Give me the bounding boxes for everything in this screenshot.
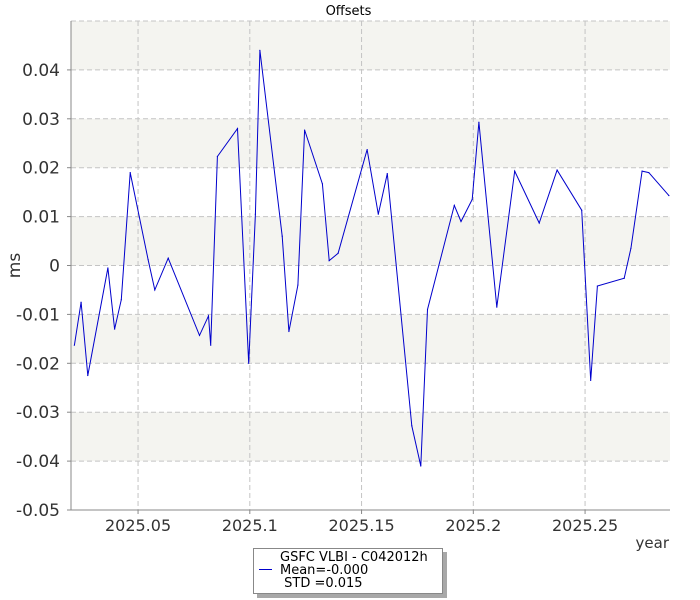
y-band bbox=[71, 21, 670, 70]
data-point bbox=[460, 220, 462, 223]
data-point bbox=[366, 149, 368, 151]
legend-series-label: GSFC VLBI - C042012h bbox=[280, 550, 428, 565]
data-point bbox=[471, 198, 473, 201]
data-point bbox=[73, 344, 75, 346]
data-point bbox=[641, 170, 643, 172]
y-band bbox=[71, 412, 670, 462]
data-point bbox=[120, 299, 122, 301]
data-point bbox=[630, 247, 632, 249]
data-point bbox=[596, 285, 598, 287]
data-point bbox=[80, 301, 82, 303]
data-point bbox=[453, 204, 455, 206]
y-axis-label: ms bbox=[5, 253, 25, 279]
y-tick-label: -0.02 bbox=[16, 354, 60, 374]
data-point bbox=[377, 213, 379, 215]
y-tick-label: -0.03 bbox=[16, 403, 60, 423]
data-point bbox=[281, 235, 283, 237]
data-point bbox=[581, 209, 583, 211]
y-tick-label: 0.01 bbox=[22, 208, 60, 228]
data-point bbox=[210, 344, 212, 346]
y-tick-label: -0.05 bbox=[16, 501, 60, 521]
data-point bbox=[623, 277, 625, 279]
y-band bbox=[71, 216, 670, 266]
y-tick-label: -0.01 bbox=[16, 305, 60, 325]
data-point bbox=[556, 169, 558, 171]
data-point bbox=[538, 222, 540, 224]
data-point bbox=[514, 170, 516, 172]
data-point bbox=[668, 194, 670, 197]
data-point bbox=[167, 257, 169, 259]
chart-title: Offsets bbox=[326, 4, 372, 19]
series-group bbox=[73, 49, 670, 467]
data-point bbox=[216, 155, 218, 158]
data-point bbox=[254, 213, 256, 215]
legend: GSFC VLBI - C042012h Mean=-0.000 STD =0.… bbox=[253, 548, 443, 594]
y-tick-label: -0.04 bbox=[16, 452, 60, 472]
x-tick-label: 2025.2 bbox=[445, 516, 501, 535]
data-point bbox=[259, 49, 261, 51]
data-point bbox=[198, 334, 201, 337]
data-point bbox=[236, 127, 239, 130]
data-point bbox=[590, 379, 592, 382]
x-tick-label: 2025.15 bbox=[328, 516, 394, 535]
y-tick-label: 0.04 bbox=[22, 61, 60, 81]
data-point bbox=[328, 260, 330, 262]
data-point bbox=[154, 289, 156, 291]
data-point bbox=[87, 374, 89, 377]
data-point bbox=[496, 306, 498, 308]
x-tick-label: 2025.25 bbox=[552, 516, 618, 535]
y-band bbox=[71, 118, 670, 168]
data-point bbox=[478, 121, 480, 123]
legend-std: STD =0.015 bbox=[280, 576, 363, 591]
x-tick-label: 2025.1 bbox=[222, 516, 278, 535]
data-point bbox=[129, 171, 131, 174]
data-point bbox=[411, 425, 413, 427]
data-point bbox=[337, 252, 339, 254]
data-point bbox=[248, 362, 250, 364]
data-point bbox=[207, 315, 210, 317]
legend-series-swatch bbox=[259, 569, 272, 570]
y-tick-label: 0.02 bbox=[22, 159, 60, 179]
legend-mean: Mean=-0.000 bbox=[280, 563, 369, 578]
data-point bbox=[426, 308, 429, 311]
data-point bbox=[303, 129, 306, 131]
data-point bbox=[648, 171, 650, 174]
x-axis-label: year bbox=[636, 534, 670, 552]
data-point bbox=[107, 267, 109, 269]
x-tick-label: 2025.05 bbox=[105, 516, 171, 535]
data-point bbox=[297, 284, 299, 286]
data-point bbox=[288, 330, 290, 333]
data-point bbox=[321, 183, 324, 185]
data-point bbox=[113, 328, 116, 330]
y-tick-label: 0 bbox=[49, 257, 60, 277]
data-point bbox=[147, 259, 149, 261]
y-band bbox=[71, 314, 670, 364]
y-tick-label: 0.03 bbox=[22, 110, 60, 130]
data-point bbox=[420, 465, 422, 467]
data-point bbox=[386, 172, 388, 175]
